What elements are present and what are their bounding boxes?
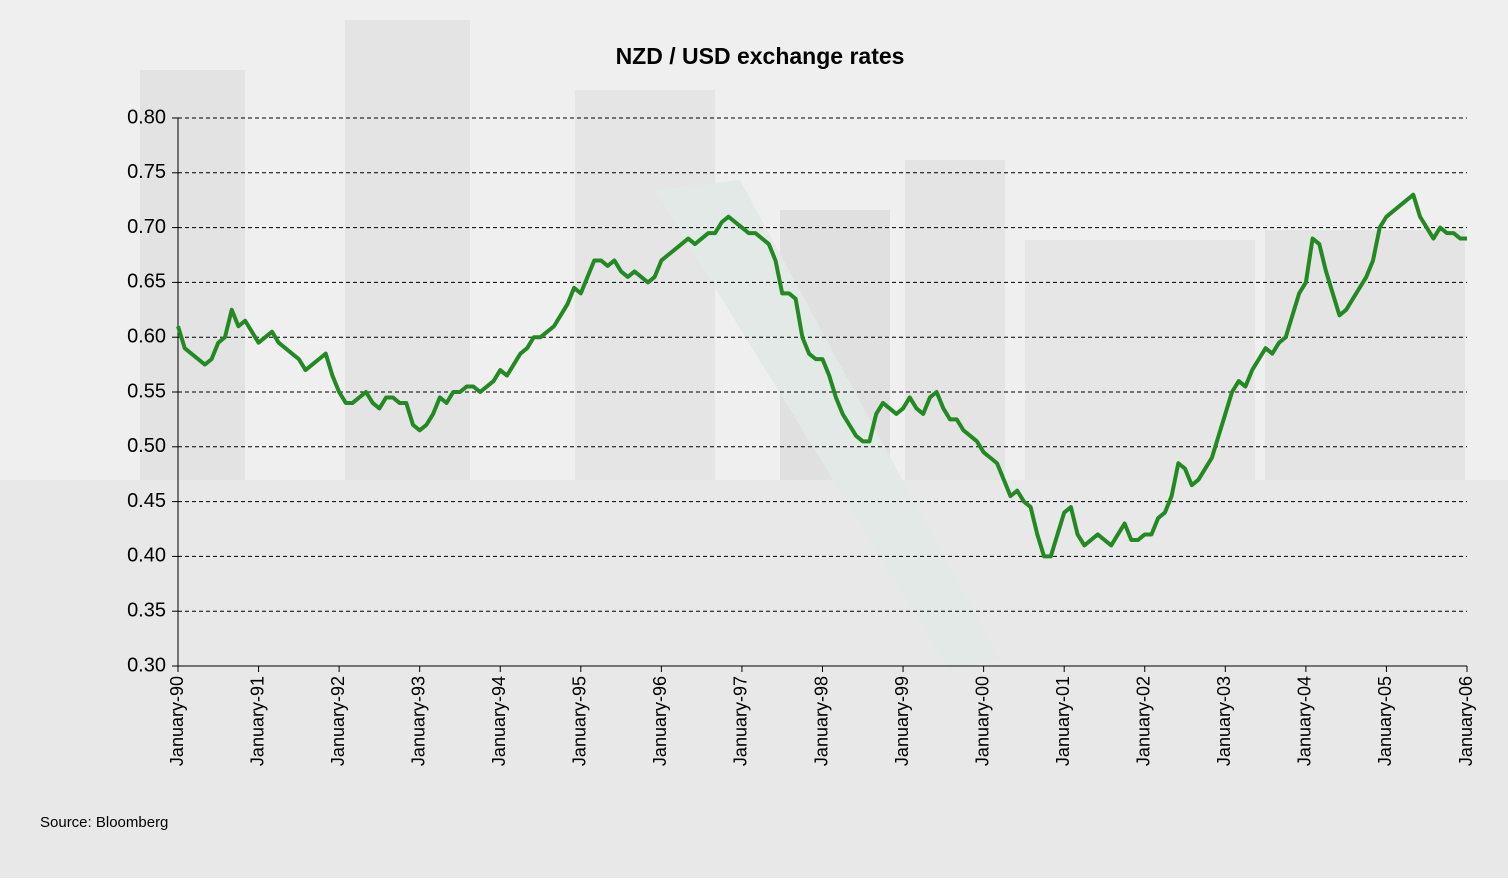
x-tick-label: January-96 [650,676,670,766]
y-tick-label: 0.40 [127,545,166,567]
x-tick-label: January-99 [892,676,912,766]
y-tick-label: 0.70 [127,216,166,238]
y-tick-label: 0.45 [127,490,166,512]
y-tick-label: 0.75 [127,161,166,183]
x-tick-label: January-02 [1134,676,1154,766]
x-tick-label: January-94 [489,676,509,766]
x-tick-label: January-04 [1295,676,1315,766]
data-line [176,192,1467,559]
x-tick-label: January-92 [328,676,348,766]
x-tick-label: January-95 [570,676,590,766]
x-tick-label: January-03 [1214,676,1234,766]
y-tick-label: 0.60 [127,325,166,347]
y-tick-label: 0.55 [127,380,166,402]
chart-title: NZD / USD exchange rates [616,43,905,69]
y-tick-label: 0.50 [127,435,166,457]
x-tick-label: January-98 [811,676,831,766]
x-tick-label: January-91 [247,676,267,766]
x-tick-label: January-97 [731,676,751,766]
source-note: Source: Bloomberg [40,814,168,831]
x-tick-label: January-05 [1375,676,1395,766]
y-tick-label: 0.35 [127,599,166,621]
y-tick-label: 0.80 [127,106,166,128]
x-tick-label: January-90 [167,676,187,766]
x-tick-label: January-00 [972,676,992,766]
y-tick-label: 0.30 [127,654,166,676]
x-tick-label: January-01 [1053,676,1073,766]
y-tick-label: 0.65 [127,271,166,293]
x-tick-label: January-06 [1456,676,1476,766]
x-tick-label: January-93 [408,676,428,766]
